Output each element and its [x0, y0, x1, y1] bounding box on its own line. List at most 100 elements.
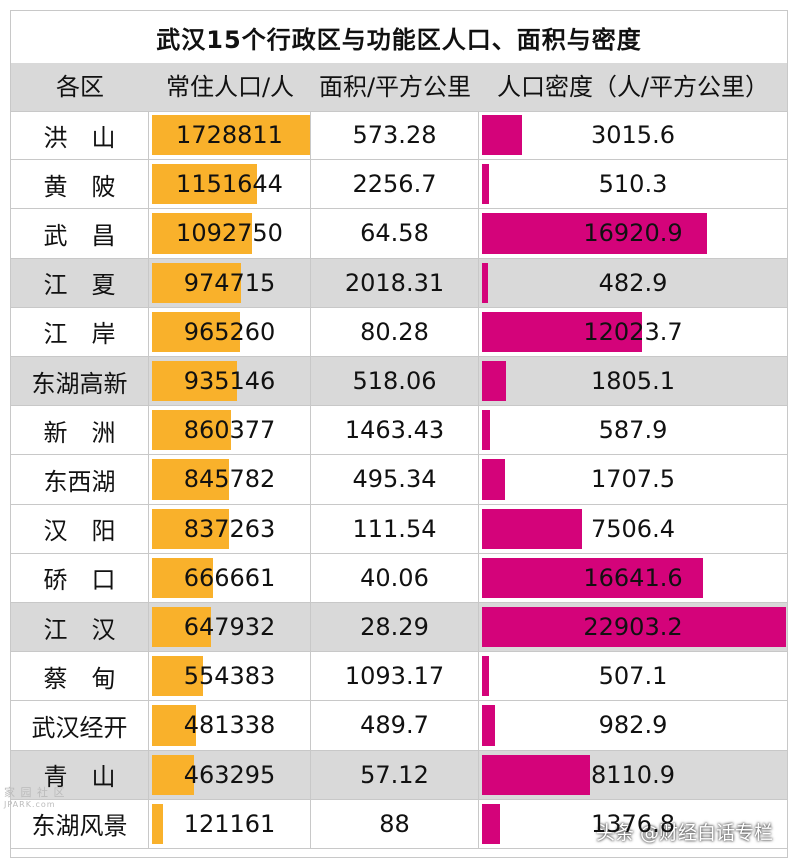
density-cell: 16641.6 — [479, 554, 787, 602]
density-bar — [482, 213, 707, 254]
density-bar — [482, 459, 505, 500]
district-name: 江 夏 — [11, 258, 149, 307]
population-cell: 974715 — [149, 258, 311, 307]
population-cell: 463295 — [149, 750, 311, 799]
population-bar — [152, 705, 196, 746]
density-cell: 1376.8 — [479, 800, 787, 848]
population-bar — [152, 213, 252, 254]
area-value: 88 — [311, 799, 479, 848]
table-row: 东西湖 845782 495.34 1707.5 — [11, 455, 787, 505]
population-value: 860377 — [183, 416, 276, 445]
density-bar — [482, 164, 489, 205]
table-row: 汉 阳 837263 111.54 7506.4 — [11, 504, 787, 554]
density-cell: 22903.2 — [479, 603, 787, 651]
population-value: 554383 — [183, 662, 276, 691]
density-cell: 1707.5 — [479, 455, 787, 503]
population-bar — [152, 803, 164, 844]
population-cell: 1728811 — [149, 111, 311, 160]
density-cell: 8110.9 — [479, 751, 787, 799]
density-bar — [482, 361, 506, 402]
population-bar — [152, 164, 258, 205]
table-row: 江 夏 974715 2018.31 482.9 — [11, 258, 787, 308]
population-cell: 647932 — [149, 603, 311, 652]
district-name: 武汉经开 — [11, 701, 149, 750]
table-row: 武汉经开 481338 489.7 982.9 — [11, 701, 787, 751]
density-cell: 16920.9 — [479, 209, 787, 257]
table-title: 武汉15个行政区与功能区人口、面积与密度 — [11, 11, 787, 64]
population-value: 666661 — [183, 563, 276, 592]
area-value: 495.34 — [311, 455, 479, 504]
density-value: 507.1 — [598, 662, 668, 691]
density-cell: 7506.4 — [479, 505, 787, 553]
density-value: 16641.6 — [583, 563, 683, 592]
density-value: 482.9 — [598, 268, 668, 297]
population-cell: 121161 — [149, 799, 311, 848]
watermark-left: 家 园 社 区 JPARK.com — [4, 784, 66, 809]
area-value: 40.06 — [311, 553, 479, 602]
density-value: 16920.9 — [583, 219, 683, 248]
table-row: 硚 口 666661 40.06 16641.6 — [11, 553, 787, 603]
population-value: 1728811 — [176, 121, 283, 150]
population-value: 647932 — [183, 613, 276, 642]
table-row: 江 岸 965260 80.28 12023.7 — [11, 307, 787, 357]
density-bar — [482, 705, 496, 746]
watermark-right: 头条 @财经白话专栏 — [596, 822, 774, 844]
district-name: 蔡 甸 — [11, 652, 149, 701]
population-cell: 1092750 — [149, 209, 311, 258]
population-bar — [152, 115, 310, 156]
district-name: 青 山 — [11, 750, 149, 799]
density-cell: 482.9 — [479, 259, 787, 307]
population-bar — [152, 508, 229, 549]
population-cell: 860377 — [149, 406, 311, 455]
population-bar — [152, 557, 213, 598]
density-value: 1707.5 — [591, 465, 675, 494]
density-bar — [482, 803, 501, 844]
density-value: 587.9 — [598, 416, 668, 445]
population-value: 1092750 — [176, 219, 283, 248]
population-bar — [152, 754, 195, 795]
population-value: 935146 — [183, 367, 276, 396]
population-cell: 481338 — [149, 701, 311, 750]
district-name: 东西湖 — [11, 455, 149, 504]
area-value: 573.28 — [311, 111, 479, 160]
density-bar — [482, 607, 786, 648]
density-bar — [482, 656, 489, 697]
density-cell: 587.9 — [479, 406, 787, 454]
population-value: 965260 — [183, 317, 276, 346]
population-bar — [152, 459, 230, 500]
table-row: 江 汉 647932 28.29 22903.2 — [11, 603, 787, 653]
population-value: 1151644 — [176, 170, 283, 199]
density-bar — [482, 754, 590, 795]
district-name: 东湖风景 — [11, 799, 149, 848]
density-cell: 982.9 — [479, 701, 787, 749]
area-value: 80.28 — [311, 307, 479, 356]
area-value: 1093.17 — [311, 652, 479, 701]
population-value: 837263 — [183, 514, 276, 543]
district-name: 江 汉 — [11, 603, 149, 652]
population-cell: 666661 — [149, 553, 311, 602]
area-value: 28.29 — [311, 603, 479, 652]
area-value: 1463.43 — [311, 406, 479, 455]
density-value: 3015.6 — [591, 121, 675, 150]
district-name: 黄 陂 — [11, 160, 149, 209]
density-value: 12023.7 — [583, 317, 683, 346]
header-area: 面积/平方公里 — [318, 73, 472, 101]
population-value: 845782 — [183, 465, 276, 494]
district-name: 洪 山 — [11, 111, 149, 160]
table-row: 洪 山 1728811 573.28 3015.6 — [11, 111, 787, 161]
population-bar — [152, 656, 203, 697]
population-cell: 837263 — [149, 504, 311, 553]
population-value: 463295 — [183, 760, 276, 789]
district-name: 江 岸 — [11, 307, 149, 356]
header-population: 常住人口/人 — [165, 73, 295, 101]
population-value: 481338 — [183, 711, 276, 740]
density-value: 1376.8 — [591, 809, 675, 838]
population-bar — [152, 410, 231, 451]
population-value: 121161 — [183, 809, 276, 838]
density-cell: 12023.7 — [479, 308, 787, 356]
population-cell: 965260 — [149, 307, 311, 356]
district-name: 新 洲 — [11, 406, 149, 455]
density-value: 8110.9 — [591, 760, 675, 789]
population-bar — [152, 361, 238, 402]
density-value: 982.9 — [598, 711, 668, 740]
